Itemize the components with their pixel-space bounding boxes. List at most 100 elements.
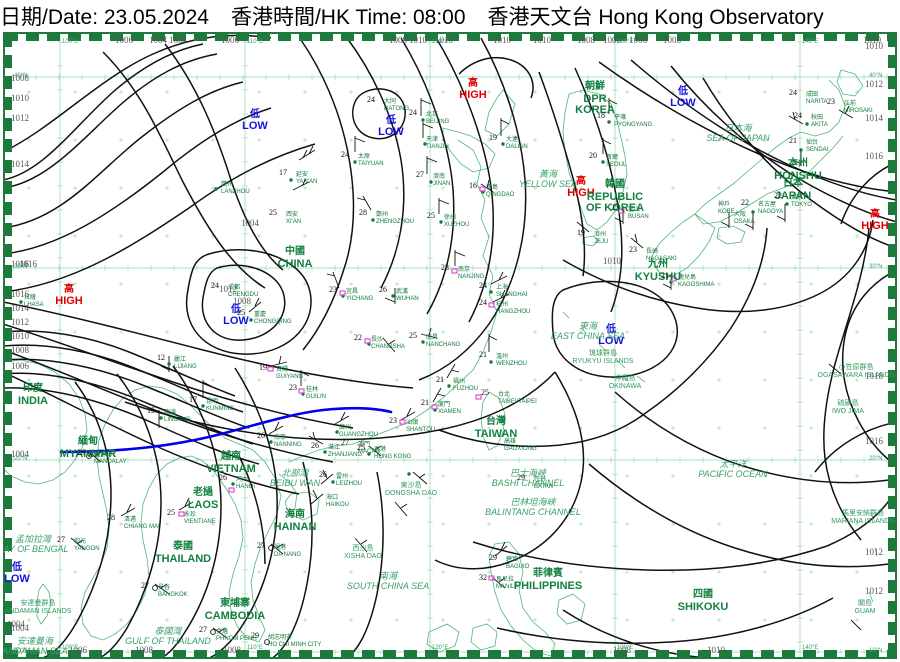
station-name-en: FUZHOU	[453, 386, 478, 392]
station-temperature: 27	[341, 438, 349, 447]
station-name-zh: 長沙	[371, 337, 384, 343]
isobar-label-right: 1012	[865, 79, 883, 89]
country-label-zh: 老撾	[193, 487, 213, 498]
isobar-label-right: 1010	[865, 41, 883, 51]
frame-dash	[5, 118, 12, 131]
frame-dash	[761, 34, 774, 41]
frame-dash	[845, 650, 858, 657]
station-temperature: 26	[219, 473, 227, 482]
sea-label-en: BAY OF BENGAL	[3, 544, 69, 554]
frame-dash	[888, 475, 895, 488]
station-name-en: DA NANG	[274, 552, 302, 558]
station-temperature: 25	[481, 388, 489, 397]
station-name-zh: 東京	[791, 195, 804, 201]
isobar-label-top: 1008	[389, 35, 407, 45]
station-name-en: LINCANG	[164, 417, 191, 423]
station-name-zh: 廣州	[339, 425, 352, 431]
station-temperature: 25	[269, 208, 277, 217]
frame-dash	[5, 454, 12, 467]
sea-label-en: SEA OF JAPAN	[706, 133, 770, 143]
frame-dash	[5, 265, 12, 278]
island-label-en: OGASAWARA ISLANDS	[817, 372, 895, 379]
station-name-en: PHNOM PENH	[216, 636, 257, 642]
station-name-en: WENZHOU	[496, 361, 527, 367]
station-name-en: PYONGYANG	[614, 122, 653, 128]
frame-dash	[257, 650, 270, 657]
frame-dash	[888, 97, 895, 110]
latitude-label-right: 20°N	[869, 456, 883, 462]
country-label-en: PHILIPPINES	[513, 580, 583, 592]
longitude-label-bottom: 120°E	[432, 645, 449, 651]
latitude-label-left: 30°N	[14, 264, 28, 270]
pressure-centre-low-zh: 低	[12, 562, 22, 573]
station-name-en: LEIZHOU	[336, 481, 363, 487]
frame-dash	[824, 34, 837, 41]
isobar-label-left: 1004	[11, 623, 29, 633]
island-label-en: DONGSHA DAO	[384, 490, 438, 497]
frame-dash	[152, 650, 165, 657]
island-label-en: ANDAMAN ISLANDS	[4, 608, 72, 615]
frame-dash	[5, 97, 12, 110]
country-label-en: OF KOREA	[585, 202, 645, 214]
station-name-zh: 拉薩	[24, 295, 37, 301]
frame-edge-bottom	[3, 657, 897, 659]
station-temperature: 19	[489, 133, 497, 142]
sea-label-zh: 東海	[578, 321, 597, 331]
frame-edge-right	[895, 32, 897, 659]
station-name-en: LANZHOU	[221, 189, 250, 195]
country-label-zh: 泰國	[173, 541, 193, 552]
station-name-en: WUHAN	[396, 296, 419, 302]
pressure-centre-low-en: LOW	[598, 335, 624, 347]
station-name-zh: 高雄	[504, 439, 517, 445]
frame-dash	[5, 349, 12, 362]
latitude-label-left: 10°N	[14, 648, 28, 654]
isobar-label-right: 1016	[865, 151, 883, 161]
station-name-en: BANGKOK	[158, 592, 188, 598]
frame-dash	[404, 34, 417, 41]
frame-dash	[5, 139, 12, 152]
frame-dash	[215, 650, 228, 657]
station-name-zh: 鄭州	[376, 212, 389, 218]
station-temperature: 25	[611, 203, 619, 212]
frame-dash	[677, 34, 690, 41]
frame-dash	[888, 202, 895, 215]
isobar-label-top: 1006	[221, 35, 239, 45]
frame-dash	[888, 580, 895, 593]
frame-dash	[5, 433, 12, 446]
frame-dash	[551, 650, 564, 657]
frame-dash	[656, 650, 669, 657]
station-name-en: NAGOYA	[758, 209, 784, 215]
station-name-en: CHENGDU	[228, 292, 259, 298]
frame-dash	[362, 34, 375, 41]
station-temperature: 29	[489, 553, 497, 562]
isobar-label-top: 1010	[435, 35, 453, 45]
isobar-label-bottom: 1008	[135, 645, 153, 655]
island-label-zh: 西沙島	[352, 545, 374, 552]
station-name-zh: 濟州	[594, 232, 607, 238]
station-name-zh: 河內	[236, 477, 249, 483]
station-name-zh: 宜昌	[346, 289, 359, 295]
station-name-zh: 太原	[358, 154, 371, 160]
frame-dash	[740, 34, 753, 41]
frame-edge-top	[3, 32, 897, 34]
frame-dash	[299, 34, 312, 41]
frame-dash	[888, 622, 895, 635]
frame-dash	[888, 307, 895, 320]
country-label-zh: 四國	[693, 589, 713, 600]
frame-dash	[656, 34, 669, 41]
pressure-centre-low-en: LOW	[670, 97, 696, 109]
pressure-centre-high-zh: 高	[468, 78, 478, 89]
station-name-zh: 杭州	[496, 302, 509, 308]
isobar-label-inline: 1012	[219, 284, 237, 294]
frame-dash	[26, 650, 39, 657]
latitude-label-left: 40°N	[14, 73, 28, 79]
frame-dash	[5, 286, 12, 299]
pressure-centre-high-zh: 高	[64, 284, 74, 295]
frame-dash	[236, 650, 249, 657]
station-name-en: GUIYANG	[276, 374, 304, 380]
island-label-zh: 關島	[858, 600, 872, 607]
frame-dash	[888, 496, 895, 509]
station-temperature: 32	[479, 573, 487, 582]
station-name-en: SENDAI	[806, 147, 829, 153]
